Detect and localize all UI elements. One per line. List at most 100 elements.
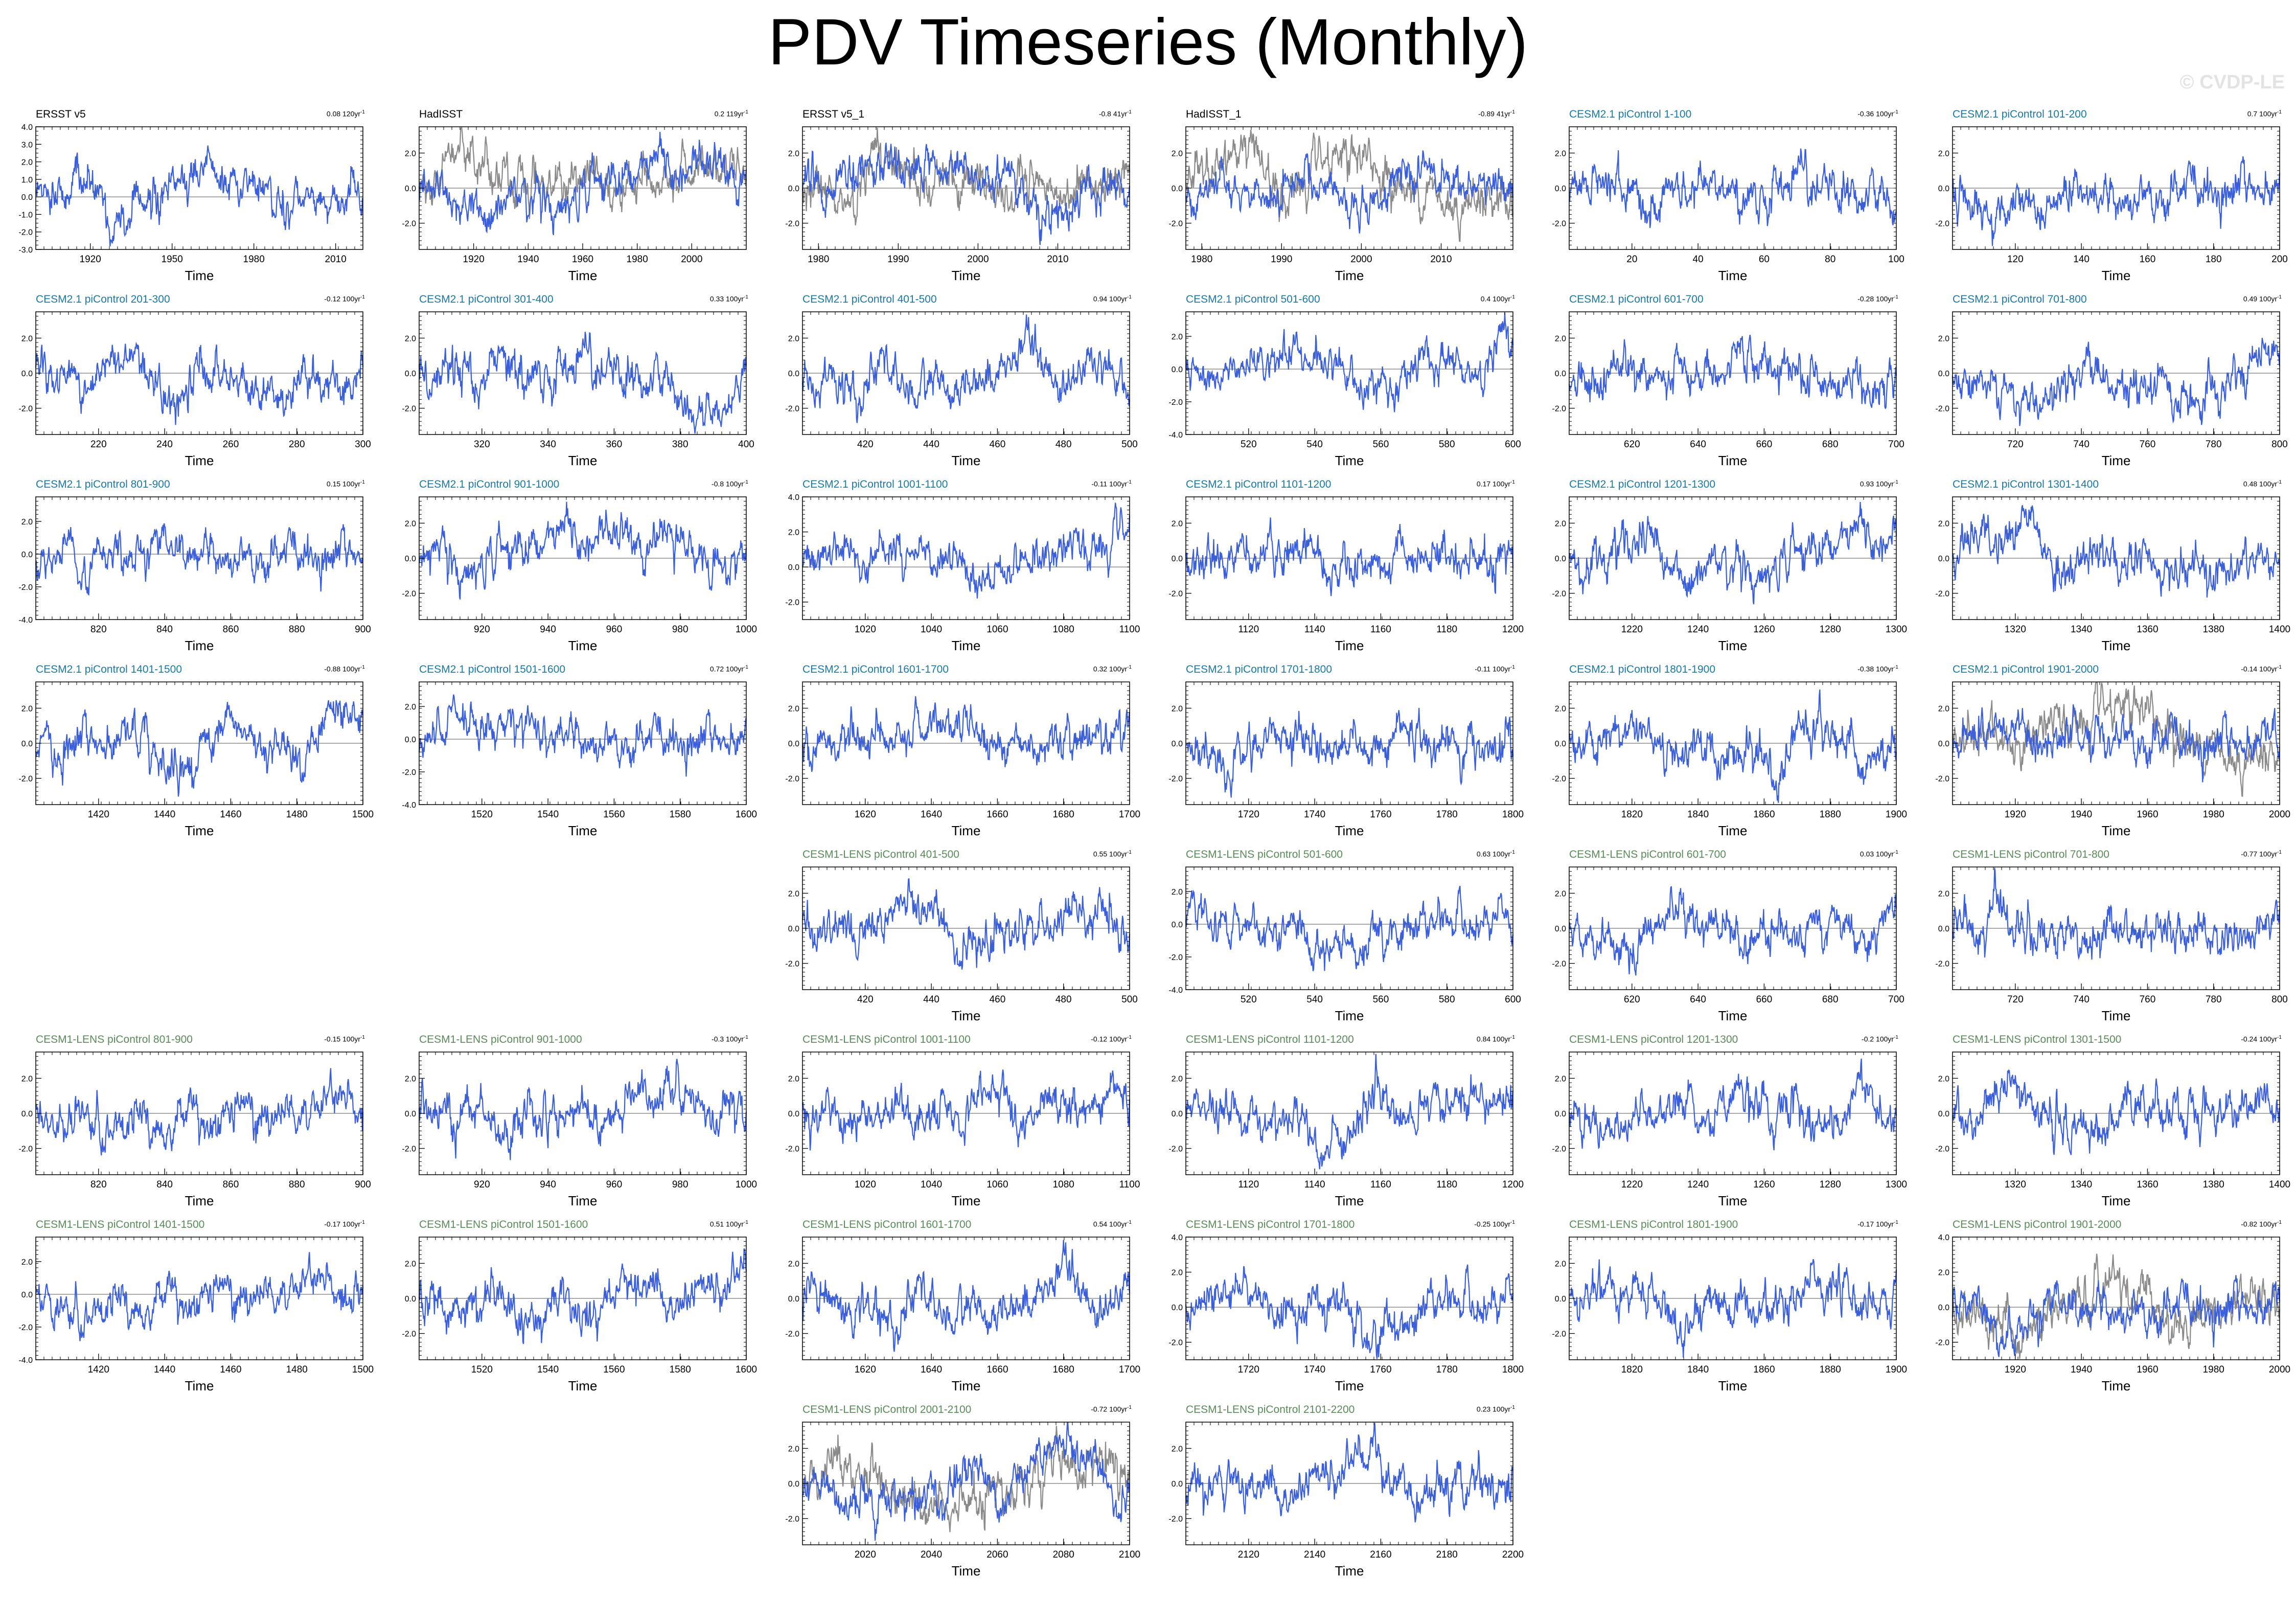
chart-panel: CESM2.1 piControl 1101-1200 0.17 100yr-1 2… bbox=[1150, 477, 1533, 653]
x-tick-label: 1720 bbox=[1238, 1364, 1259, 1375]
observed-series-line bbox=[419, 126, 747, 219]
trend-label: -0.72 100yr-1 bbox=[1091, 1405, 1132, 1413]
x-tick-label: 1980 bbox=[627, 254, 648, 265]
trend-label: 0.32 100yr-1 bbox=[1093, 665, 1132, 673]
chart-panel: CESM1-LENS piControl 1201-1300 -0.2 100yr… bbox=[1533, 1033, 1917, 1208]
trend-exponent: -1 bbox=[1127, 109, 1132, 115]
timeseries-plot: 2.0 0.0 -2.0 920 940 960 980 1000 Time bbox=[402, 1052, 757, 1208]
y-tick-label: -2.0 bbox=[18, 1323, 33, 1332]
y-tick-label: 2.0 bbox=[405, 519, 416, 528]
pdv-series-line bbox=[418, 694, 747, 777]
x-tick-label: 1360 bbox=[2137, 624, 2158, 635]
x-tick-label: 1920 bbox=[80, 254, 101, 265]
y-tick-label: 0.0 bbox=[1555, 1295, 1566, 1304]
pdv-series-line bbox=[801, 878, 1131, 970]
x-tick-label: 240 bbox=[156, 439, 173, 450]
x-tick-label: 440 bbox=[923, 439, 939, 450]
x-tick-label: 760 bbox=[2140, 439, 2156, 450]
x-tick-label: 620 bbox=[1624, 994, 1640, 1005]
trend-label: -0.38 100yr-1 bbox=[1857, 665, 1898, 673]
trend-exponent: -1 bbox=[1510, 850, 1515, 855]
y-tick-label: 2.0 bbox=[1555, 334, 1566, 343]
watermark: © CVDP-LE bbox=[2179, 72, 2285, 93]
trend-value: 0.94 100yr bbox=[1093, 294, 1128, 303]
x-tick-label: 1540 bbox=[537, 1364, 559, 1375]
x-tick-label: 920 bbox=[474, 1179, 490, 1190]
x-tick-label: 1990 bbox=[887, 254, 909, 265]
x-tick-label: 960 bbox=[606, 1179, 623, 1190]
x-tick-label: 2020 bbox=[855, 1549, 876, 1560]
timeseries-plot: 2.0 0.0 -2.0 1120 1140 1160 1180 1200 Time bbox=[1168, 496, 1524, 653]
y-tick-label: 2.0 bbox=[21, 334, 33, 343]
y-tick-label: -2.0 bbox=[1552, 405, 1566, 414]
trend-exponent: -1 bbox=[1894, 665, 1898, 670]
y-tick-label: -2.0 bbox=[785, 220, 799, 228]
y-tick-label: -2.0 bbox=[1168, 1339, 1183, 1347]
chart-panel: CESM1-LENS piControl 401-500 0.55 100yr-1… bbox=[767, 848, 1150, 1023]
trend-label: -0.89 41yr-1 bbox=[1478, 109, 1515, 118]
x-tick-label: 2080 bbox=[1053, 1549, 1074, 1560]
chart-panel: CESM2.1 piControl 601-700 -0.28 100yr-1 2.… bbox=[1533, 292, 1917, 468]
trend-value: -0.82 100yr bbox=[2241, 1220, 2278, 1228]
pdv-series-line bbox=[1185, 707, 1514, 798]
y-tick-label: 2.0 bbox=[1938, 889, 1949, 898]
trend-value: 0.7 100yr bbox=[2247, 109, 2278, 118]
x-tick-label: 1560 bbox=[603, 1364, 625, 1375]
x-tick-label: 1820 bbox=[1621, 1364, 1643, 1375]
y-tick-label: 0.0 bbox=[1938, 370, 1949, 378]
chart-panel: CESM1-LENS piControl 2001-2100 -0.72 100y… bbox=[767, 1403, 1150, 1579]
x-tick-label: 1860 bbox=[1753, 1364, 1775, 1375]
trend-label: 0.03 100yr-1 bbox=[1860, 850, 1898, 858]
x-tick-label: 520 bbox=[1241, 994, 1257, 1005]
x-tick-label: 980 bbox=[672, 624, 688, 635]
panel-title: CESM2.1 piControl 601-700 bbox=[1569, 293, 1704, 305]
y-tick-label: 0.0 bbox=[21, 193, 33, 202]
x-tick-label: 1500 bbox=[352, 809, 374, 820]
trend-label: -0.77 100yr-1 bbox=[2241, 850, 2282, 858]
x-tick-label: 740 bbox=[2073, 439, 2090, 450]
trend-exponent: -1 bbox=[1894, 109, 1898, 115]
trend-exponent: -1 bbox=[2277, 665, 2282, 670]
pdv-series-line bbox=[418, 132, 747, 236]
x-tick-label: 700 bbox=[1888, 439, 1904, 450]
pdv-series-line bbox=[35, 145, 363, 246]
trend-value: -0.17 100yr bbox=[324, 1220, 361, 1228]
trend-exponent: -1 bbox=[360, 1035, 365, 1040]
x-tick-label: 820 bbox=[90, 1179, 107, 1190]
y-tick-label: 4.0 bbox=[1172, 1233, 1183, 1242]
trend-value: -0.14 100yr bbox=[2241, 665, 2278, 673]
x-tick-label: 1900 bbox=[1886, 1364, 1907, 1375]
y-tick-label: 2.0 bbox=[788, 889, 799, 898]
panel-title: CESM2.1 piControl 1201-1300 bbox=[1569, 478, 1716, 490]
y-tick-label: 0.0 bbox=[1938, 740, 1949, 748]
x-tick-label: 1020 bbox=[855, 624, 876, 635]
x-tick-label: 1840 bbox=[1687, 809, 1709, 820]
x-tick-label: 1260 bbox=[1753, 624, 1775, 635]
y-tick-label: -2.0 bbox=[402, 1330, 416, 1339]
plot-frame bbox=[35, 126, 363, 250]
trend-label: 0.94 100yr-1 bbox=[1093, 294, 1132, 303]
x-axis-title: Time bbox=[952, 1008, 981, 1023]
pdv-series-line bbox=[1952, 1069, 2281, 1155]
x-axis-title: Time bbox=[2102, 268, 2131, 283]
x-tick-label: 2160 bbox=[1370, 1549, 1391, 1560]
trend-exponent: -1 bbox=[1127, 1035, 1132, 1040]
timeseries-plot: 2.0 0.0 -2.0 1220 1240 1260 1280 1300 Time bbox=[1552, 1052, 1907, 1208]
y-tick-label: 2.0 bbox=[1938, 1269, 1949, 1277]
x-tick-label: 1940 bbox=[517, 254, 539, 265]
x-tick-label: 1700 bbox=[1119, 809, 1140, 820]
x-tick-label: 540 bbox=[1306, 994, 1323, 1005]
trend-label: 0.08 120yr-1 bbox=[327, 109, 365, 118]
x-tick-label: 580 bbox=[1439, 439, 1455, 450]
chart-panel: CESM2.1 piControl 501-600 0.4 100yr-1 2.0 0… bbox=[1150, 292, 1533, 468]
trend-value: -0.15 100yr bbox=[324, 1035, 361, 1043]
timeseries-plot: 2.0 0.0 -2.0 1620 1640 1660 1680 1700 Time bbox=[785, 1237, 1140, 1393]
x-tick-label: 260 bbox=[223, 439, 239, 450]
timeseries-plot: 2.0 0.0 -2.0 120 140 160 180 200 Time bbox=[1935, 126, 2288, 283]
trend-label: -0.36 100yr-1 bbox=[1857, 109, 1898, 118]
pdv-series-line bbox=[35, 1252, 364, 1341]
pdv-series-line bbox=[1185, 1423, 1514, 1523]
x-axis-title: Time bbox=[952, 638, 981, 653]
trend-label: -0.82 100yr-1 bbox=[2241, 1220, 2282, 1228]
x-tick-label: 1180 bbox=[1436, 624, 1457, 635]
